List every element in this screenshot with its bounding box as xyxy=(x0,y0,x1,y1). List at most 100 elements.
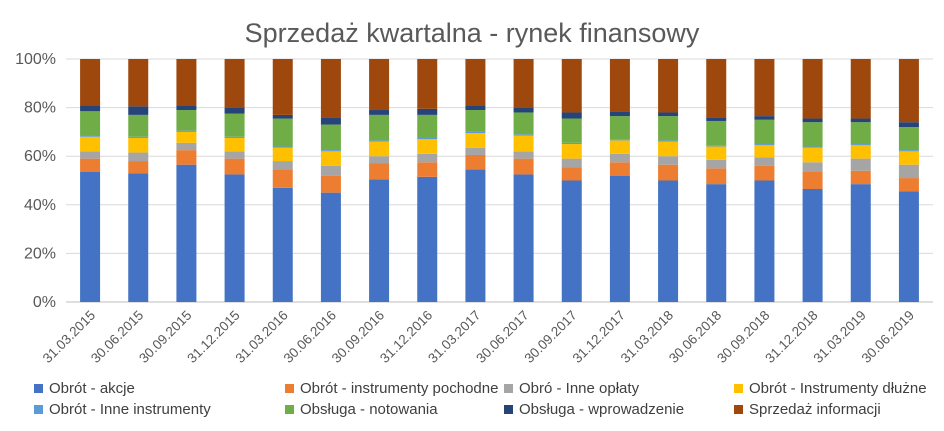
bar-segment-3 xyxy=(802,162,823,172)
bar-segment-6 xyxy=(128,114,149,137)
bar-segment-5 xyxy=(802,146,823,148)
bar-segment-3 xyxy=(561,158,582,168)
bar-segment-1 xyxy=(272,187,293,302)
legend-item: Obrót - akcje xyxy=(34,380,135,397)
bar-segment-1 xyxy=(80,171,101,302)
bar-segment-6 xyxy=(465,110,486,132)
bar-segment-6 xyxy=(802,122,823,147)
bar-segment-4 xyxy=(609,140,630,154)
y-tick-label: 20% xyxy=(24,245,56,262)
bar-segment-2 xyxy=(850,170,871,185)
chart-title: Sprzedaż kwartalna - rynek finansowy xyxy=(244,18,700,48)
bar-segment-5 xyxy=(513,134,534,136)
bar-segment-5 xyxy=(658,140,679,142)
bar-segment-7 xyxy=(465,105,486,111)
bar-segment-3 xyxy=(80,151,101,159)
bar-segment-1 xyxy=(369,179,390,302)
bar-segment-2 xyxy=(561,167,582,181)
bar-segment-2 xyxy=(513,158,534,175)
bar-segment-5 xyxy=(224,136,245,138)
legend-swatch xyxy=(734,405,743,414)
bar-segment-3 xyxy=(224,151,245,159)
bar-segment-6 xyxy=(272,118,293,147)
legend-item: Obrót - Instrumenty dłużne xyxy=(734,380,927,397)
y-tick-label: 0% xyxy=(33,294,56,311)
bar-segment-5 xyxy=(898,150,919,152)
bar-segment-8 xyxy=(272,59,293,115)
y-tick-label: 60% xyxy=(24,148,56,165)
bar-segment-8 xyxy=(658,59,679,113)
bar-segment-5 xyxy=(80,135,101,137)
bar-segment-4 xyxy=(128,137,149,153)
bar-segment-7 xyxy=(80,105,101,112)
legend-swatch xyxy=(734,384,743,393)
bar-segment-1 xyxy=(128,173,149,302)
bar-segment-8 xyxy=(802,59,823,119)
bar-segment-3 xyxy=(850,158,871,171)
bar-segment-2 xyxy=(417,162,438,177)
bar-segment-6 xyxy=(754,119,775,145)
bar-segment-7 xyxy=(128,106,149,115)
bar-segment-6 xyxy=(224,113,245,137)
bar-segment-5 xyxy=(465,131,486,134)
bar-segment-6 xyxy=(658,116,679,141)
bar-segment-3 xyxy=(754,157,775,166)
legend-item: Obsługa - wprowadzenie xyxy=(504,401,684,418)
bar-segment-1 xyxy=(850,184,871,302)
legend-item: Obrót - instrumenty pochodne xyxy=(285,380,498,397)
bar-segment-2 xyxy=(465,154,486,170)
legend-label: Obrót - instrumenty pochodne xyxy=(300,380,499,397)
bar-segment-7 xyxy=(224,107,245,114)
bar-segment-7 xyxy=(754,116,775,120)
legend-item: Obsługa - notowania xyxy=(285,401,438,418)
legend-label: Obsługa - wprowadzenie xyxy=(519,401,685,418)
bar-segment-7 xyxy=(609,111,630,117)
bar-segment-4 xyxy=(224,137,245,152)
legend-label: Obsługa - notowania xyxy=(300,401,438,418)
gridlines xyxy=(66,58,933,303)
x-tick-label: 30.06.2019 xyxy=(859,308,917,366)
bar-segment-4 xyxy=(754,145,775,158)
bar-segment-1 xyxy=(898,191,919,302)
bar-segment-7 xyxy=(272,114,293,119)
bar-segment-6 xyxy=(369,114,390,141)
chart-plot: 0% 20% 40% 60% 80% 100% 31.03.201530.06.20153… xyxy=(15,51,933,366)
legend-swatch xyxy=(34,405,43,414)
legend-item: Obró - Inne opłaty xyxy=(504,380,639,397)
bar-segment-6 xyxy=(850,122,871,145)
bar-segment-5 xyxy=(754,144,775,146)
bar-segment-3 xyxy=(465,147,486,155)
bar-segment-5 xyxy=(706,145,727,147)
bar-segment-6 xyxy=(898,127,919,151)
bar-segment-1 xyxy=(465,169,486,302)
bar-segment-8 xyxy=(176,59,197,106)
legend-swatch xyxy=(285,405,294,414)
legend-swatch xyxy=(504,384,513,393)
bar-segment-1 xyxy=(754,180,775,302)
bar-segment-6 xyxy=(609,116,630,140)
bar-segment-2 xyxy=(80,158,101,172)
bar-segment-5 xyxy=(176,130,197,132)
bar-segment-7 xyxy=(513,107,534,113)
bar-segment-4 xyxy=(850,145,871,159)
bar-segment-2 xyxy=(369,163,390,180)
bar-segment-4 xyxy=(706,146,727,160)
bar-segment-8 xyxy=(513,59,534,108)
bar-segment-3 xyxy=(128,152,149,162)
bar-segment-2 xyxy=(898,178,919,192)
bar-segment-6 xyxy=(417,114,438,138)
bar-segment-1 xyxy=(609,175,630,302)
legend-label: Obrót - akcje xyxy=(49,380,135,397)
bar-segment-7 xyxy=(706,117,727,121)
legend-swatch xyxy=(34,384,43,393)
bar-segment-4 xyxy=(465,133,486,148)
bar-segment-4 xyxy=(176,131,197,143)
bar-segment-6 xyxy=(320,124,341,151)
bar-segment-6 xyxy=(513,112,534,135)
legend-item: Sprzedaż informacji xyxy=(734,401,881,418)
legend-item: Obrót - Inne instrumenty xyxy=(34,401,211,418)
bar-segment-2 xyxy=(609,162,630,176)
bar-segment-4 xyxy=(272,147,293,162)
bar-segment-3 xyxy=(513,151,534,159)
bar-segment-8 xyxy=(754,59,775,117)
